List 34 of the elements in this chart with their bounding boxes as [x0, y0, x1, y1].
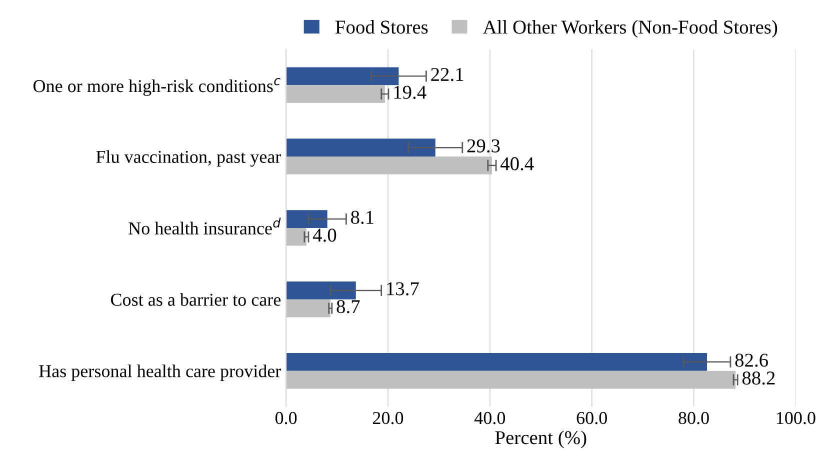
data-label: 8.1	[351, 210, 374, 224]
legend-label: Food Stores	[335, 20, 428, 34]
data-label: 19.4	[394, 86, 426, 99]
bar	[286, 210, 328, 228]
y-tick-label: One or more high-risk conditions$^{c}$	[33, 78, 280, 96]
data-label: 29.3	[467, 139, 500, 153]
data-label: 8.7	[336, 300, 360, 314]
bar	[286, 85, 385, 103]
x-tick-label: 60.0	[576, 412, 607, 424]
x-tick-label: 40.0	[474, 412, 506, 424]
x-tick-label: 0.0	[275, 412, 297, 424]
bar	[286, 138, 436, 157]
x-axis-title: Percent (%)	[495, 430, 586, 448]
y-tick-label: Has personal health care provider	[39, 364, 282, 381]
bar	[286, 370, 736, 389]
bar	[286, 228, 306, 246]
bar	[286, 352, 708, 371]
x-tick-label: 20.0	[372, 412, 404, 424]
y-tick-label: Cost as a barrier to care	[110, 293, 281, 306]
y-tick-label: No health insurance$^{d}$	[128, 218, 281, 235]
data-label: 22.1	[431, 68, 464, 82]
data-label: 13.7	[387, 282, 419, 296]
x-tick-label: 80.0	[678, 412, 709, 424]
legend-label: All Other Workers (Non-Food Stores)	[483, 20, 778, 38]
data-label: 4.0	[312, 228, 336, 242]
bar	[286, 299, 330, 318]
bar	[286, 156, 492, 174]
x-tick-label: 100.0	[776, 412, 816, 424]
data-label: 40.4	[500, 157, 534, 170]
data-label: 88.2	[742, 372, 775, 385]
bar	[286, 282, 356, 300]
y-tick-label: Flu vaccination, past year	[96, 150, 282, 167]
data-label: 82.6	[735, 354, 768, 367]
bar	[286, 67, 399, 86]
